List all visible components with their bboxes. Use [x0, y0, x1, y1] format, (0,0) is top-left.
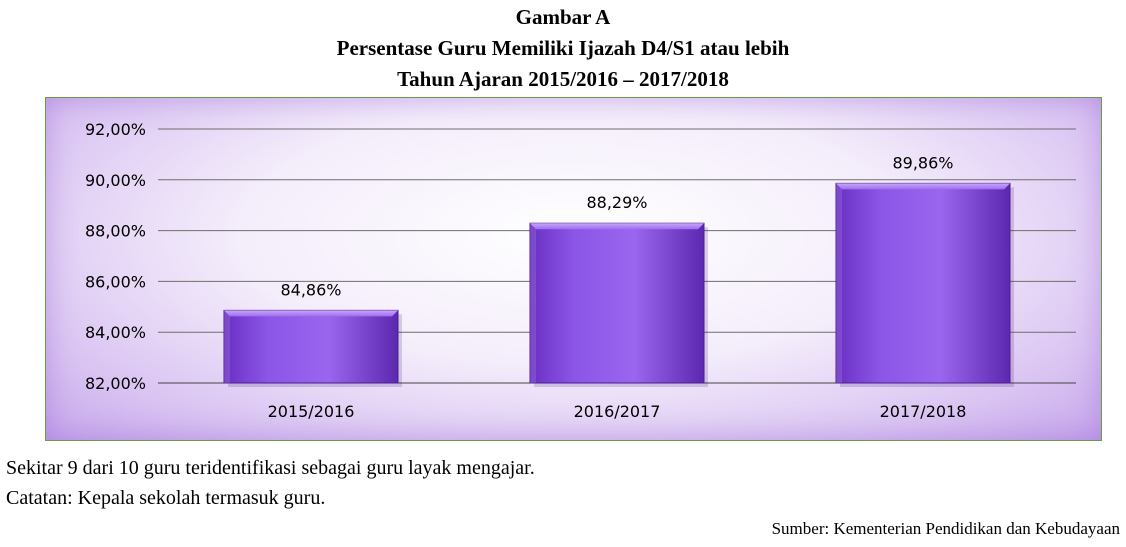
note-line-2: Catatan: Kepala sekolah termasuk guru.	[6, 487, 326, 509]
bar-side-bevel	[530, 223, 536, 383]
x-tick-label: 2015/2016	[268, 402, 355, 421]
bar-2017/2018	[835, 182, 1014, 387]
bar	[223, 309, 399, 384]
chart-title-block: Gambar A Persentase Guru Memiliki Ijazah…	[0, 2, 1126, 95]
y-tick-label: 82,00%	[85, 374, 146, 393]
data-label: 88,29%	[586, 193, 647, 212]
data-label: 89,86%	[892, 153, 953, 172]
bar-side-bevel	[836, 183, 842, 383]
bar-top-bevel	[224, 310, 398, 317]
chart-title: Persentase Guru Memiliki Ijazah D4/S1 at…	[336, 36, 790, 60]
note-line-1: Sekitar 9 dari 10 guru teridentifikasi s…	[6, 457, 535, 479]
chart-subtitle: Tahun Ajaran 2015/2016 – 2017/2018	[397, 67, 729, 91]
bar-side-bevel	[224, 310, 230, 383]
x-tick-label: 2017/2018	[880, 402, 967, 421]
bar-top-bevel	[530, 223, 704, 230]
data-label: 84,86%	[280, 280, 341, 299]
figure-label: Gambar A	[515, 5, 611, 29]
x-tick-label: 2016/2017	[574, 402, 661, 421]
bar	[835, 182, 1011, 384]
bar	[529, 222, 705, 384]
y-tick-label: 84,00%	[85, 323, 146, 342]
y-tick-label: 86,00%	[85, 272, 146, 291]
bar-2015/2016	[223, 309, 402, 387]
bar-2016/2017	[529, 222, 708, 387]
chart-area: 82,00% 84,00% 86,00% 88,00% 90,00% 92,00% 84,8…	[45, 97, 1102, 441]
bar-top-bevel	[836, 183, 1010, 190]
source-note: Sumber: Kementerian Pendidikan dan Kebud…	[771, 519, 1120, 538]
y-tick-label: 92,00%	[85, 120, 146, 139]
y-tick-label: 90,00%	[85, 171, 146, 190]
bar-chart: 82,00% 84,00% 86,00% 88,00% 90,00% 92,00% 84,8…	[85, 120, 1076, 421]
y-tick-label: 88,00%	[85, 222, 146, 241]
